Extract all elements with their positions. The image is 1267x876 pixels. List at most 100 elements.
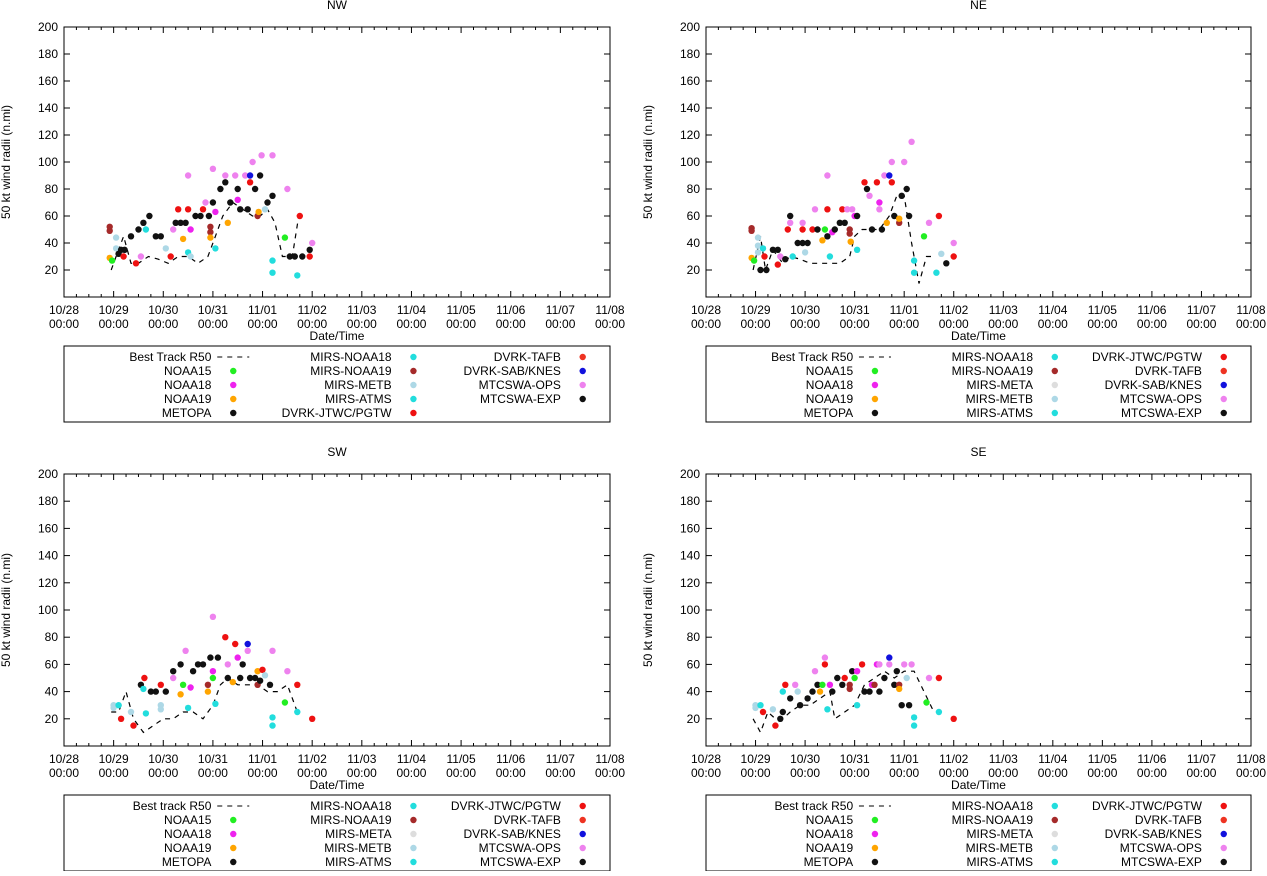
data-point — [137, 253, 145, 260]
x-tick-label: 00:00 — [1186, 317, 1216, 331]
data-point — [207, 654, 214, 661]
legend-label: MIRS-METB — [324, 378, 391, 392]
legend-dot-marker — [230, 381, 237, 389]
data-point — [132, 260, 140, 267]
data-point — [792, 681, 799, 688]
x-tick-label: 10/30 — [148, 752, 178, 766]
data-point — [905, 212, 913, 220]
data-point — [209, 613, 217, 620]
data-point — [809, 688, 816, 695]
data-point — [794, 239, 801, 247]
data-point — [237, 206, 244, 213]
data-point — [187, 684, 194, 691]
x-tick-label: 10/29 — [741, 303, 771, 317]
data-point — [804, 695, 811, 702]
x-tick-label: 00:00 — [595, 766, 625, 780]
data-point — [170, 674, 177, 682]
x-tick-label: 11/03 — [347, 752, 376, 766]
x-tick-label: 00:00 — [1137, 766, 1167, 780]
data-point — [772, 722, 779, 729]
legend-label: MIRS-METB — [324, 841, 391, 855]
data-point — [269, 152, 276, 159]
data-point — [811, 206, 819, 213]
data-point — [205, 212, 213, 220]
data-point — [938, 250, 945, 257]
data-point — [199, 661, 207, 668]
data-point — [903, 185, 910, 193]
data-point — [157, 233, 164, 240]
legend-label: Best track R50 — [133, 799, 212, 813]
data-point — [814, 681, 821, 688]
plot-frame — [63, 473, 611, 747]
data-point — [861, 688, 868, 695]
data-point — [839, 206, 846, 213]
legend-label: MTCSWA-OPS — [1120, 841, 1202, 855]
data-point — [891, 212, 898, 220]
data-point — [246, 674, 254, 682]
data-point — [905, 702, 913, 709]
legend-label: Best track R50 — [774, 799, 853, 813]
y-tick-label: 180 — [38, 494, 58, 508]
data-point — [142, 710, 150, 717]
data-point — [866, 192, 873, 199]
x-tick-label: 00:00 — [99, 766, 129, 780]
legend-dot-marker — [871, 844, 879, 852]
x-tick-label: 00:00 — [741, 317, 771, 331]
data-point — [761, 253, 768, 260]
y-tick-label: 160 — [680, 521, 700, 535]
data-point — [821, 226, 829, 233]
y-tick-label: 60 — [687, 209, 701, 223]
data-point — [943, 260, 950, 267]
data-point — [207, 223, 214, 230]
legend-dot-marker — [579, 395, 586, 403]
legend-label: NOAA15 — [164, 813, 212, 827]
data-point — [920, 233, 928, 240]
legend-label: NOAA18 — [164, 827, 212, 841]
panel-title: SE — [970, 445, 986, 459]
legend-label: MTCSWA-EXP — [480, 855, 561, 869]
y-tick-label: 100 — [680, 603, 700, 617]
data-point — [754, 249, 762, 256]
x-tick-label: 11/07 — [546, 752, 575, 766]
x-tick-label: 00:00 — [988, 317, 1018, 331]
legend-label: DVRK-SAB/KNES — [1105, 827, 1202, 841]
x-axis-label: Date/Time — [951, 329, 1006, 343]
y-axis-label: 50 kt wind radii (n.mi) — [641, 553, 655, 667]
legend-label: MIRS-NOAA19 — [952, 364, 1034, 378]
x-tick-label: 00:00 — [545, 766, 575, 780]
x-tick-label: 00:00 — [1038, 317, 1068, 331]
data-point — [251, 674, 259, 682]
y-tick-label: 80 — [687, 630, 701, 644]
y-tick-label: 40 — [45, 236, 59, 250]
data-point — [234, 654, 241, 661]
legend-dot-marker — [410, 395, 417, 403]
x-tick-label: 11/06 — [1137, 303, 1166, 317]
legend-label: METOPA — [162, 406, 212, 420]
data-point — [229, 678, 236, 686]
data-point — [841, 674, 848, 682]
legend-label: MIRS-ATMS — [967, 406, 1033, 420]
data-point — [893, 668, 900, 675]
panel-nw: NW2040608010012014016018020010/2800:0010… — [0, 0, 625, 423]
x-tick-label: 00:00 — [790, 317, 820, 331]
legend-label: MIRS-NOAA19 — [952, 813, 1034, 827]
data-point — [779, 688, 786, 695]
data-point — [888, 158, 895, 166]
x-tick-label: 00:00 — [790, 766, 820, 780]
legend-dot-marker — [1051, 353, 1059, 361]
data-point — [774, 261, 781, 268]
data-point — [294, 681, 301, 688]
x-tick-label: 11/03 — [347, 303, 376, 317]
data-point — [222, 634, 229, 641]
data-point — [888, 179, 895, 186]
data-point — [811, 668, 819, 675]
legend-dot-marker — [1051, 816, 1059, 824]
y-tick-label: 80 — [45, 182, 59, 196]
data-point — [140, 219, 147, 226]
data-point — [239, 661, 246, 668]
data-point — [804, 239, 811, 247]
data-point — [878, 226, 886, 233]
legend-label: DVRK-TAFB — [1135, 813, 1202, 827]
x-tick-label: 00:00 — [297, 766, 327, 780]
